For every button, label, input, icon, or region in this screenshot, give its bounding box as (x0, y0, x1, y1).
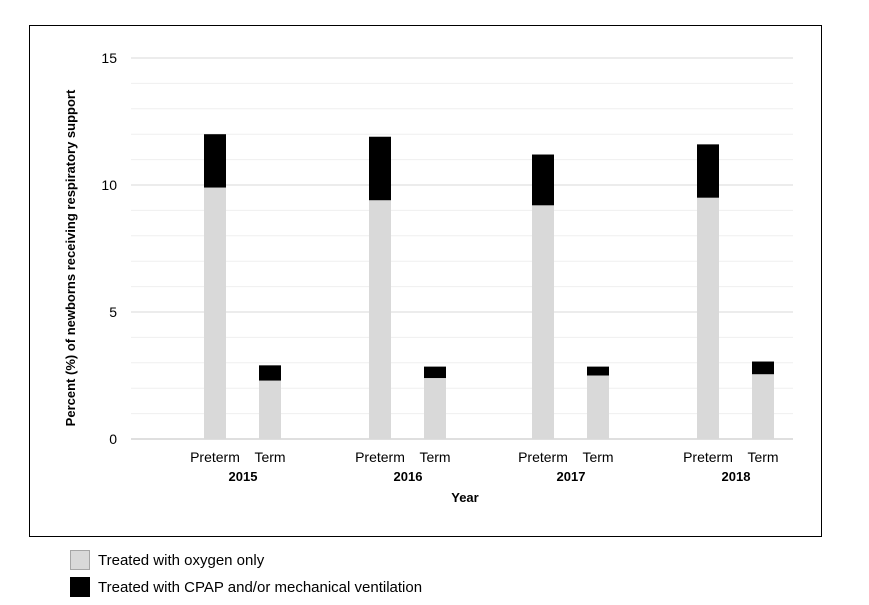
bar-2015-term-oxygen (259, 380, 281, 439)
y-tick-label: 10 (101, 177, 117, 193)
x-category-label: Preterm (518, 449, 568, 465)
bar-2016-term-oxygen (424, 378, 446, 439)
x-category-label: Term (582, 449, 613, 465)
legend-label-cpap: Treated with CPAP and/or mechanical vent… (98, 578, 423, 596)
bar-2015-preterm-cpap (204, 134, 226, 188)
bar-2015-term-cpap (259, 365, 281, 381)
bar-2016-preterm-cpap (369, 136, 391, 201)
chart-frame: 0 5 10 15 Percent (%) of newborns receiving … (29, 25, 822, 537)
y-tick-label: 15 (101, 50, 117, 66)
legend-label-oxygen: Treated with oxygen only (98, 551, 265, 569)
y-tick-label: 0 (109, 431, 117, 447)
x-category-label: Preterm (683, 449, 733, 465)
bar-2018-preterm-cpap (697, 144, 719, 198)
bar-2017-preterm-oxygen (532, 205, 554, 439)
x-category-label: Preterm (355, 449, 405, 465)
legend-swatch-cpap (70, 577, 90, 597)
x-group-label: 2016 (394, 469, 423, 484)
bar-2018-term-oxygen (752, 374, 774, 439)
x-axis-title: Year (451, 490, 478, 505)
legend-item-cpap: Treated with CPAP and/or mechanical vent… (70, 576, 422, 598)
legend-item-oxygen: Treated with oxygen only (70, 549, 264, 571)
bar-2018-preterm-oxygen (697, 197, 719, 439)
bar-2017-term-cpap (587, 366, 609, 376)
bar-2017-term-oxygen (587, 375, 609, 439)
y-tick-label: 5 (109, 304, 117, 320)
x-group-label: 2015 (229, 469, 258, 484)
x-category-label: Preterm (190, 449, 240, 465)
bar-2017-preterm-cpap (532, 154, 554, 206)
bar-2015-preterm-oxygen (204, 187, 226, 439)
y-axis-title: Percent (%) of newborns receiving respir… (63, 89, 78, 426)
bar-2018-term-cpap (752, 361, 774, 375)
x-category-label: Term (419, 449, 450, 465)
x-group-label: 2017 (557, 469, 586, 484)
bar-2016-preterm-oxygen (369, 200, 391, 439)
x-category-label: Term (747, 449, 778, 465)
x-category-label: Term (254, 449, 285, 465)
bar-2016-term-cpap (424, 366, 446, 379)
legend-swatch-oxygen (70, 550, 90, 570)
x-group-label: 2018 (722, 469, 751, 484)
chart-svg: 0 5 10 15 Percent (%) of newborns receiving … (63, 50, 793, 505)
